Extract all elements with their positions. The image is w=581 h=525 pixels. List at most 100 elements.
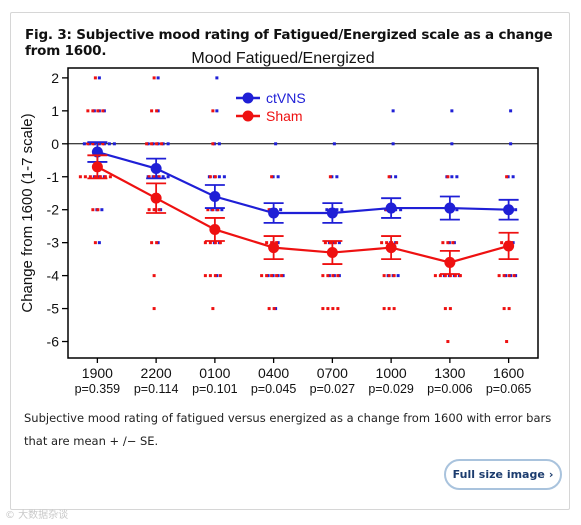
sham-individual-point (280, 274, 284, 278)
sham-individual-point (331, 274, 335, 278)
sham-series-line (96, 165, 509, 264)
sham-individual-point (160, 142, 164, 146)
y-tick-label: 2 (51, 70, 59, 86)
ctvns-individual-point (394, 175, 398, 179)
sham-individual-point (502, 274, 506, 278)
sham-individual-point (331, 307, 335, 311)
sham-individual-point (267, 307, 271, 311)
sham-individual-point (326, 274, 330, 278)
sham-individual-point (502, 307, 506, 311)
y-tick-label: -4 (47, 268, 60, 284)
sham-mean-point (503, 240, 515, 252)
sham-individual-point (78, 175, 82, 179)
p-value-label: p=0.101 (192, 382, 238, 396)
sham-individual-point (147, 208, 151, 212)
ctvns-individual-point (450, 175, 454, 179)
sham-individual-point (155, 109, 159, 113)
ctvns-mean-point (150, 163, 162, 175)
ctvns-series-line (97, 150, 509, 215)
y-tick-label: -2 (47, 202, 60, 218)
ctvns-individual-point (450, 109, 454, 113)
sham-individual-point (451, 241, 455, 245)
sham-individual-point (448, 307, 452, 311)
sham-mean-point (444, 256, 456, 268)
sham-individual-point (497, 274, 501, 278)
sham-individual-point (157, 208, 161, 212)
sham-individual-point (446, 340, 450, 344)
sham-individual-point (211, 208, 215, 212)
sham-individual-point (270, 175, 274, 179)
sham-individual-point (321, 307, 325, 311)
sham-individual-point (155, 142, 159, 146)
sham-individual-point (382, 274, 386, 278)
ctvns-individual-point (399, 208, 403, 212)
ctvns-individual-point (97, 241, 101, 245)
sham-mean-point (209, 223, 221, 235)
p-value-label: p=0.065 (486, 382, 532, 396)
ctvns-individual-point (335, 208, 339, 212)
p-value-label: p=0.006 (427, 382, 473, 396)
sham-individual-point (213, 274, 217, 278)
ctvns-individual-point (276, 175, 280, 179)
x-tick-label: 1900 (82, 365, 113, 381)
sham-individual-point (505, 340, 509, 344)
x-tick-label: 0400 (258, 365, 289, 381)
sham-legend-marker (242, 110, 254, 122)
ctvns-legend-label: ctVNS (266, 90, 306, 106)
sham-individual-point (208, 241, 212, 245)
sham-individual-point (218, 241, 222, 245)
sham-mean-point (150, 192, 162, 204)
sham-individual-point (88, 175, 92, 179)
sham-mean-point (268, 242, 280, 254)
sham-individual-point (500, 241, 504, 245)
sham-individual-point (387, 274, 391, 278)
y-tick-label: 1 (51, 103, 59, 119)
x-tick-label: 1600 (493, 365, 524, 381)
sham-individual-point (93, 76, 97, 80)
ctvns-individual-point (455, 175, 459, 179)
y-tick-label: -3 (47, 235, 60, 251)
full-size-image-button[interactable]: Full size image › (444, 459, 562, 490)
sham-individual-point (93, 241, 97, 245)
y-tick-label: -5 (47, 301, 60, 317)
sham-individual-point (507, 274, 511, 278)
ctvns-mean-point (385, 202, 397, 214)
sham-individual-point (213, 241, 217, 245)
sham-individual-point (96, 208, 100, 212)
sham-individual-point (96, 109, 100, 113)
sham-individual-point (336, 274, 340, 278)
sham-individual-point (326, 307, 330, 311)
sham-mean-point (91, 161, 103, 173)
sham-individual-point (208, 175, 212, 179)
y-axis-label: Change from 1600 (1-7 scale) (19, 113, 36, 312)
sham-individual-point (392, 307, 396, 311)
sham-individual-point (446, 175, 450, 179)
sham-individual-point (441, 241, 445, 245)
p-value-label: p=0.114 (134, 382, 179, 396)
sham-individual-point (275, 241, 279, 245)
ctvns-individual-point (97, 76, 101, 80)
sham-individual-point (103, 175, 107, 179)
ctvns-mean-point (268, 207, 280, 219)
sham-individual-point (387, 307, 391, 311)
x-tick-label: 1300 (434, 365, 465, 381)
mood-chart: Mood Fatigued/Energized 2 1 0 -1 -2 -3 -4 -5 -6 Ch… (19, 50, 539, 396)
sham-individual-point (433, 274, 437, 278)
sham-individual-point (395, 241, 399, 245)
sham-individual-point (265, 241, 269, 245)
full-size-image-label: Full size image (452, 468, 545, 481)
sham-individual-point (150, 109, 154, 113)
x-tick-label: 1000 (376, 365, 407, 381)
ctvns-individual-point (100, 208, 104, 212)
figure-caption: Subjective mood rating of fatigued versu… (24, 411, 552, 448)
sham-individual-point (86, 142, 90, 146)
p-value-label: p=0.045 (251, 382, 297, 396)
sham-individual-point (203, 274, 207, 278)
sham-individual-point (91, 109, 95, 113)
sham-individual-point (83, 175, 87, 179)
sham-individual-point (260, 274, 264, 278)
ctvns-individual-point (337, 241, 341, 245)
plot-frame (67, 67, 539, 359)
p-value-label: p=0.027 (310, 382, 356, 396)
sham-individual-point (216, 208, 220, 212)
